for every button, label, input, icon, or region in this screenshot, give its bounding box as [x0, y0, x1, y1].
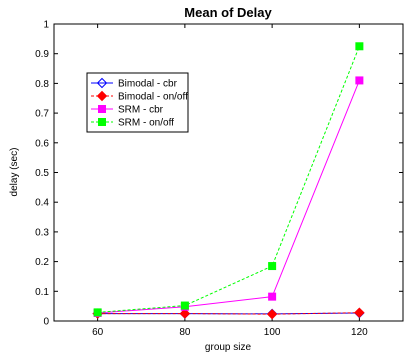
series-line-3: [97, 46, 360, 313]
legend-label-2: SRM - cbr: [118, 105, 164, 116]
series-layer: [92, 42, 365, 320]
y-tick-label-6: 0.6: [35, 138, 49, 149]
legend-marker-2: [98, 105, 106, 113]
legend-label-3: SRM - on/off: [118, 118, 174, 129]
y-tick-label-1: 0.1: [35, 287, 49, 298]
series-1-point-2: [266, 308, 278, 320]
y-tick-label-2: 0.2: [35, 257, 49, 268]
chart-title: Mean of Delay: [184, 5, 272, 20]
legend: Bimodal - cbr Bimodal - on/off SRM - cbr SR…: [86, 72, 189, 133]
y-tick-label-10: 1: [43, 20, 49, 31]
x-tick-label-0: 60: [92, 327, 104, 338]
series-line-1: [97, 312, 360, 315]
series-1-point-1: [179, 308, 191, 319]
y-tick-label-3: 0.3: [35, 227, 49, 238]
y-axis-label: delay (sec): [9, 148, 20, 197]
y-tick-label-5: 0.5: [35, 168, 49, 179]
y-tick-label-9: 0.9: [35, 49, 49, 60]
legend-label-1: Bimodal - on/off: [118, 92, 188, 103]
x-tick-label-1: 80: [179, 327, 191, 338]
x-axis-label: group size: [205, 342, 252, 353]
series-2-point-3: [355, 76, 364, 85]
series-line-2: [97, 80, 360, 314]
y-tick-label-8: 0.8: [35, 79, 49, 90]
y-tick-label-4: 0.4: [35, 198, 49, 209]
series-1-point-3: [354, 307, 365, 318]
series-3-point-2: [268, 262, 277, 271]
y-tick-label-7: 0.7: [35, 109, 49, 120]
x-tick-label-3: 120: [351, 327, 368, 338]
legend-label-0: Bimodal - cbr: [118, 79, 178, 90]
legend-marker-1: [96, 90, 108, 102]
series-3-point-1: [180, 301, 189, 310]
x-tick-label-2: 100: [264, 327, 281, 338]
series-3-point-3: [355, 42, 364, 51]
legend-marker-3: [98, 118, 106, 126]
y-axis: 0 0.1 0.2 0.3 0.4 0.5 0.6 0.7 0.8 0.9 1: [35, 20, 403, 328]
legend-marker-0: [96, 77, 108, 89]
series-2-point-2: [268, 292, 277, 301]
y-tick-label-0: 0: [43, 317, 49, 328]
series-3-point-0: [93, 308, 102, 317]
